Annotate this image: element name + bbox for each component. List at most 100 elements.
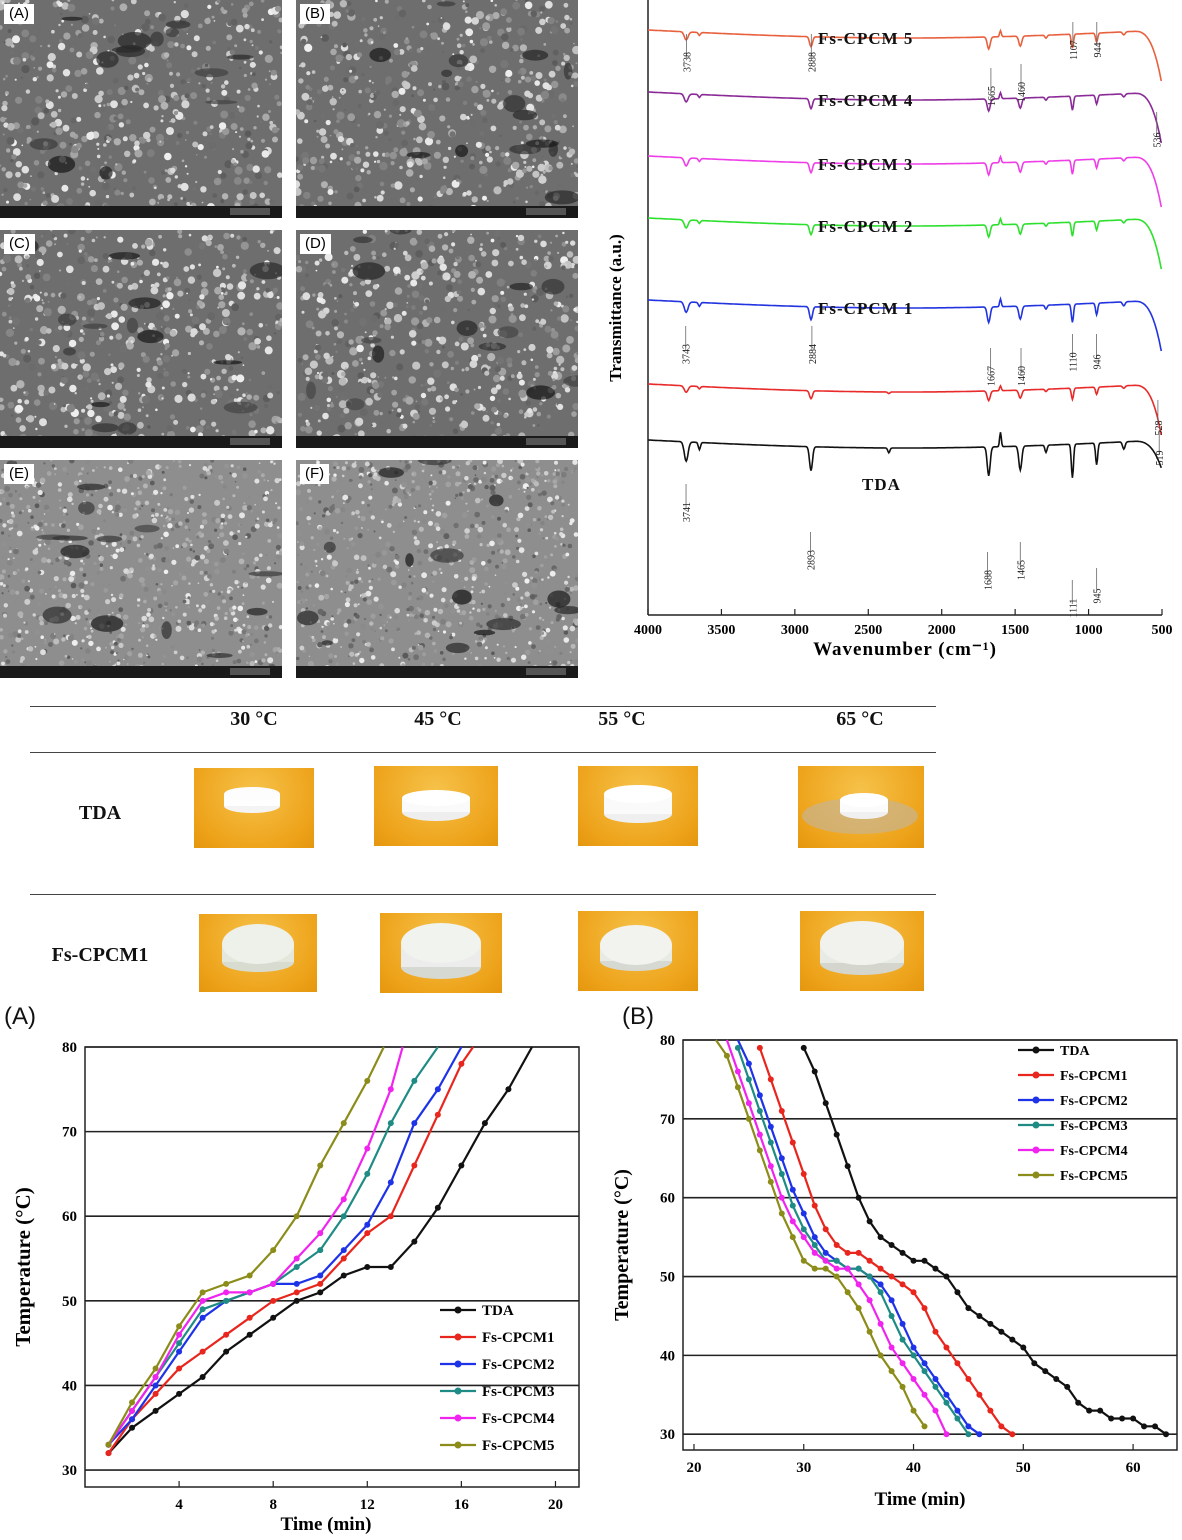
tick-labels: 30 40 50 60 70 80 20 30 40 50 60	[660, 1033, 1141, 1476]
data-point	[888, 1312, 895, 1319]
data-point	[1009, 1336, 1016, 1343]
data-point	[778, 1210, 785, 1217]
data-point	[223, 1331, 230, 1338]
x-tick-label: 2000	[928, 623, 956, 638]
data-point	[767, 1139, 774, 1146]
data-point	[340, 1120, 347, 1127]
data-point	[965, 1431, 972, 1438]
spectrum-line	[648, 28, 1163, 82]
data-point	[877, 1289, 884, 1296]
series-line	[758, 1047, 1013, 1436]
spectrum-line	[648, 296, 1163, 352]
data-point	[293, 1255, 300, 1262]
data-point	[855, 1305, 862, 1312]
data-point	[756, 1092, 763, 1099]
data-point	[246, 1289, 253, 1296]
data-point	[844, 1249, 851, 1256]
data-point	[877, 1320, 884, 1327]
data-point	[434, 1111, 441, 1118]
x-tick-label: 40	[906, 1460, 921, 1476]
sem-info-bar	[296, 206, 578, 218]
data-point	[317, 1289, 324, 1296]
x-tick-label: 20	[548, 1497, 563, 1513]
x-axis-label: Wavenumber (cm⁻¹)	[813, 639, 997, 660]
y-tick-label: 70	[660, 1112, 675, 1128]
data-point	[921, 1368, 928, 1375]
column-header: 65 °C	[836, 708, 884, 730]
data-point	[176, 1323, 183, 1330]
legend-marker	[1032, 1121, 1040, 1129]
peak-label: 1667	[987, 366, 998, 386]
data-point	[387, 1120, 394, 1127]
data-point	[932, 1265, 939, 1272]
data-point	[844, 1265, 851, 1272]
data-point	[855, 1265, 862, 1272]
data-point	[317, 1162, 324, 1169]
data-point	[866, 1218, 873, 1225]
peak-label: 2893	[807, 550, 818, 570]
data-point	[899, 1281, 906, 1288]
data-point	[199, 1348, 206, 1355]
peak-label: 1665	[987, 86, 998, 106]
data-point	[734, 1068, 741, 1075]
peak-label: 3743	[682, 344, 693, 364]
data-point	[1097, 1407, 1104, 1414]
data-point	[789, 1202, 796, 1209]
panel-label-a: (A)	[4, 1003, 36, 1030]
series-line	[107, 1046, 463, 1446]
x-axis-label: Time (min)	[875, 1489, 966, 1510]
data-point	[756, 1131, 763, 1138]
data-point	[899, 1320, 906, 1327]
data-point	[1031, 1360, 1038, 1367]
data-point	[293, 1280, 300, 1287]
data-point	[317, 1247, 324, 1254]
data-point	[877, 1352, 884, 1359]
data-point	[1130, 1415, 1137, 1422]
data-point	[293, 1213, 300, 1220]
x-tick-label: 60	[1126, 1460, 1141, 1476]
sem-texture	[0, 0, 282, 218]
legend-marker	[1032, 1171, 1040, 1179]
series-label: Fs-CPCM 5	[818, 29, 913, 48]
data-point	[899, 1383, 906, 1390]
legend-label: TDA	[482, 1303, 514, 1319]
series-line	[736, 1047, 970, 1435]
data-point	[364, 1230, 371, 1237]
series-line	[714, 1039, 926, 1427]
series-line	[107, 1046, 404, 1446]
data-point	[965, 1305, 972, 1312]
legend-label: Fs-CPCM1	[482, 1330, 554, 1346]
x-tick-label: 4	[175, 1497, 183, 1513]
panel-label: (D)	[300, 234, 331, 254]
data-point	[767, 1163, 774, 1170]
data-point	[888, 1344, 895, 1351]
peak-label: 3741	[682, 502, 693, 522]
fscpcm1-photo-30	[199, 914, 317, 992]
data-point	[745, 1100, 752, 1107]
x-tick-label: 1500	[1001, 623, 1029, 638]
data-point	[411, 1238, 418, 1245]
data-point	[270, 1297, 277, 1304]
series-lines	[714, 1039, 1170, 1438]
data-point	[976, 1312, 983, 1319]
data-point	[888, 1273, 895, 1280]
panel-label-b: (B)	[622, 1003, 654, 1030]
sem-info-bar	[0, 436, 282, 448]
peak-label: 528	[1154, 421, 1165, 436]
data-point	[199, 1306, 206, 1313]
grid-lines	[683, 1039, 1177, 1436]
data-point	[910, 1352, 917, 1359]
legend-label: Fs-CPCM4	[482, 1411, 555, 1427]
legend-label: Fs-CPCM5	[482, 1438, 554, 1454]
series-labels: Fs-CPCM 5 Fs-CPCM 4 Fs-CPCM 3 Fs-CPCM 2 Fs-C…	[818, 29, 913, 494]
legend-marker	[1032, 1046, 1040, 1054]
data-point	[458, 1162, 465, 1169]
data-point	[789, 1218, 796, 1225]
data-point	[745, 1060, 752, 1067]
peak-annotations: 3738 2888 1665 1460 1107 944 536 3743 2884 1667 14…	[682, 22, 1166, 617]
legend-label: Fs-CPCM3	[1060, 1119, 1128, 1134]
y-axis-label: Temperature (°C)	[11, 1187, 35, 1346]
legend: TDA Fs-CPCM1 Fs-CPCM2 Fs-CPCM3 Fs-CPCM4 Fs-CP…	[440, 1303, 555, 1454]
y-tick-label: 40	[660, 1348, 675, 1364]
data-point	[152, 1365, 159, 1372]
